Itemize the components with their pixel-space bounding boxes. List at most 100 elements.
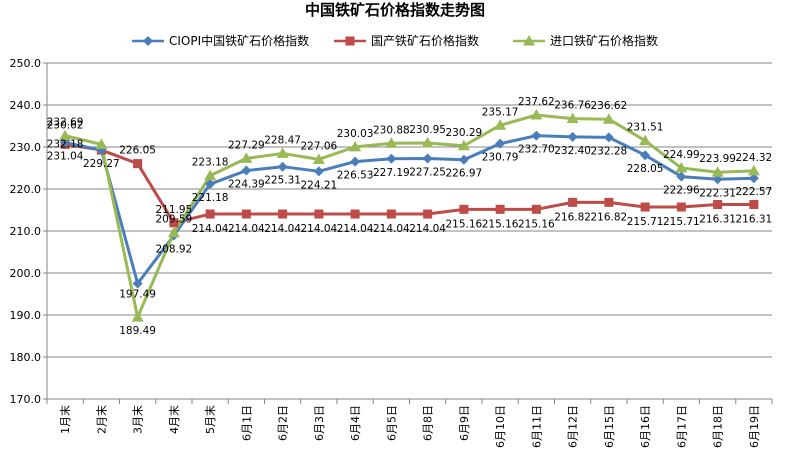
x-tick-label: 6月8日 — [422, 405, 435, 441]
data-point — [603, 132, 614, 143]
data-label: 215.71 — [663, 216, 700, 228]
data-point — [747, 164, 760, 176]
data-label: 224.99 — [663, 149, 700, 161]
data-label: 215.71 — [627, 216, 664, 228]
data-point — [531, 130, 542, 141]
data-point — [131, 311, 144, 322]
data-point — [531, 204, 541, 214]
legend-label: 进口铁矿石价格指数 — [550, 33, 658, 48]
data-label: 230.88 — [373, 124, 410, 136]
x-tick-label: 6月18日 — [712, 405, 725, 448]
data-label: 231.04 — [47, 151, 84, 163]
data-label: 224.39 — [228, 179, 265, 191]
data-point — [423, 209, 433, 219]
data-point — [277, 161, 288, 172]
x-tick-label: 3月末 — [131, 405, 145, 434]
data-label: 223.99 — [699, 153, 736, 165]
y-axis-ticks: 170.0 180.0 190.0 200.0 210.0 220.0 230.0 240.0… — [10, 57, 47, 406]
data-label: 229.27 — [83, 158, 120, 170]
y-tick-label: 250.0 — [10, 57, 42, 70]
data-point — [386, 209, 396, 219]
data-point — [566, 112, 579, 124]
x-tick-label: 6月4日 — [349, 405, 362, 441]
data-label: 197.49 — [119, 289, 156, 301]
data-label: 226.05 — [119, 145, 156, 157]
series-markers — [59, 108, 760, 322]
data-label: 232.69 — [47, 117, 84, 129]
data-point — [276, 147, 289, 158]
data-point — [278, 209, 288, 219]
data-label: 227.29 — [228, 139, 265, 151]
data-label: 236.76 — [554, 100, 591, 112]
legend-marker — [345, 36, 355, 46]
series-lines — [64, 113, 754, 319]
data-label: 225.31 — [264, 175, 301, 187]
data-label: 230.95 — [409, 124, 446, 136]
data-point — [133, 159, 143, 169]
data-label: 232.28 — [591, 145, 628, 157]
data-point — [604, 197, 614, 207]
data-label: 215.16 — [482, 218, 519, 230]
data-point — [495, 204, 505, 214]
data-point — [241, 209, 251, 219]
data-point — [386, 153, 397, 164]
data-label: 208.92 — [156, 244, 193, 256]
data-label: 216.31 — [699, 213, 736, 225]
data-label: 222.57 — [736, 186, 773, 198]
data-label: 216.31 — [736, 213, 773, 225]
data-label: 228.05 — [627, 163, 664, 175]
legend-label: 国产铁矿石价格指数 — [371, 33, 479, 48]
y-tick-label: 220.0 — [10, 183, 42, 196]
data-point — [495, 138, 506, 149]
data-label: 230.79 — [482, 152, 519, 164]
legend-marker — [523, 35, 535, 46]
x-tick-label: 6月2日 — [277, 405, 290, 441]
data-point — [350, 209, 360, 219]
data-point — [459, 204, 469, 214]
data-point — [349, 140, 362, 152]
chart-legend: CIOPI中国铁矿石价格指数 国产铁矿石价格指数 进口铁矿石价格指数 — [132, 33, 658, 48]
data-point — [749, 199, 759, 209]
data-label: 214.04 — [373, 223, 410, 235]
legend-label: CIOPI中国铁矿石价格指数 — [169, 33, 309, 48]
data-point — [676, 202, 686, 212]
data-label: 232.18 — [47, 139, 84, 151]
data-point — [530, 108, 543, 120]
data-point — [676, 171, 687, 182]
data-label: 222.31 — [699, 187, 736, 199]
x-tick-label: 6月9日 — [458, 405, 471, 441]
y-tick-label: 190.0 — [10, 309, 42, 322]
data-point — [640, 202, 650, 212]
data-label: 221.18 — [192, 192, 229, 204]
x-tick-label: 6月11日 — [530, 405, 543, 448]
data-point — [167, 226, 180, 238]
data-label: 214.04 — [264, 223, 301, 235]
data-point — [95, 138, 108, 149]
data-point — [241, 165, 252, 176]
data-label: 231.51 — [627, 122, 664, 134]
data-label: 209.59 — [156, 214, 193, 226]
y-tick-label: 170.0 — [10, 393, 42, 406]
data-label: 232.70 — [518, 144, 555, 156]
data-label: 227.19 — [373, 167, 410, 179]
y-tick-label: 240.0 — [10, 99, 42, 112]
series-line — [64, 134, 754, 286]
x-tick-label: 6月10日 — [494, 405, 507, 448]
data-label: 230.62 — [47, 119, 84, 131]
data-point — [205, 209, 215, 219]
x-axis-ticks: 1月末 2月末 3月末 4月末 5月末 6月1日 6月2日 6月3日 6月4日 6月5日 6月8日 6… — [46, 399, 773, 448]
data-point — [205, 179, 216, 190]
data-point — [132, 278, 143, 289]
x-tick-label: 6月5日 — [385, 405, 398, 441]
x-tick-label: 6月3日 — [313, 405, 326, 441]
data-point — [748, 173, 759, 184]
data-label: 227.25 — [409, 167, 446, 179]
data-label: 214.04 — [337, 223, 374, 235]
data-label: 215.16 — [518, 218, 555, 230]
data-label: 226.97 — [446, 168, 483, 180]
data-label: 228.47 — [264, 134, 301, 146]
y-tick-label: 200.0 — [10, 267, 42, 280]
data-label: 215.16 — [446, 218, 483, 230]
legend-marker — [143, 36, 153, 46]
data-point — [240, 152, 253, 163]
